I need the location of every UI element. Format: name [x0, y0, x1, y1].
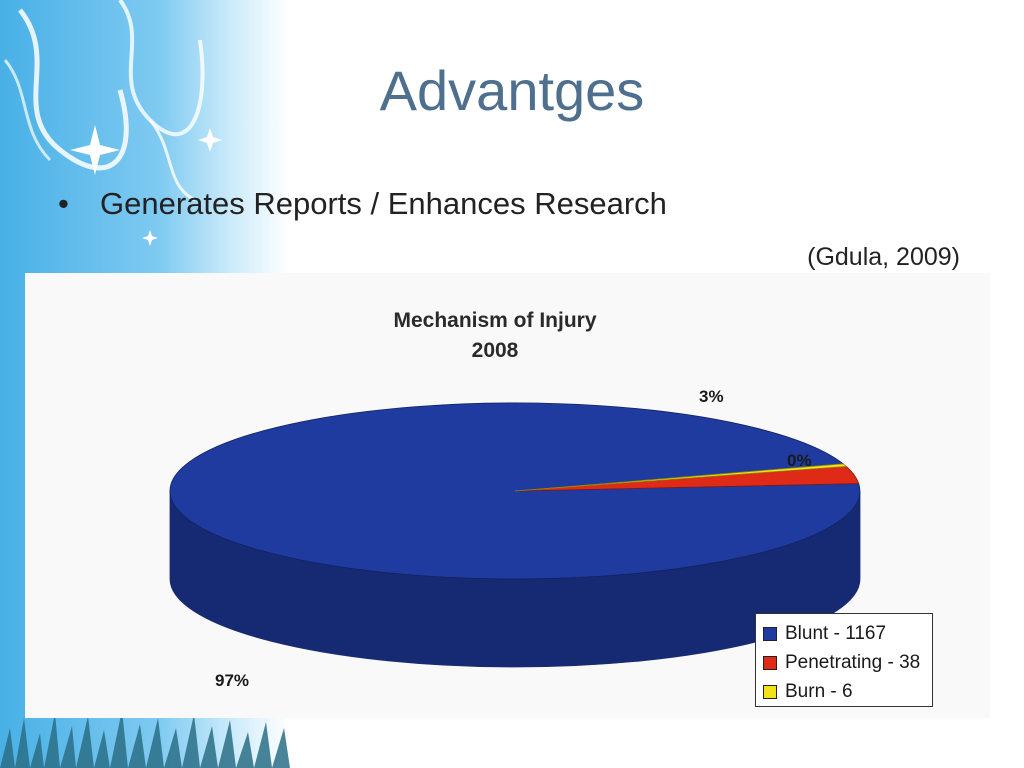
chart-legend: Blunt - 1167 Penetrating - 38 Burn - 6 [755, 613, 933, 707]
pie-chart [169, 402, 861, 668]
legend-label-burn: Burn - 6 [785, 680, 853, 702]
grass-ornament-icon [0, 710, 290, 768]
legend-item-blunt: Blunt - 1167 [763, 619, 932, 648]
legend-item-burn: Burn - 6 [763, 677, 932, 706]
bullet-text: Generates Reports / Enhances Research [100, 186, 667, 221]
pie-label-burn: 0% [787, 451, 812, 470]
legend-label-blunt: Blunt - 1167 [785, 622, 887, 644]
legend-swatch-burn [763, 684, 777, 699]
pie-label-blunt: 97% [215, 671, 250, 690]
swirl-ornament-icon [3, 0, 222, 246]
bullet-marker: • [58, 186, 69, 221]
citation: (Gdula, 2009) [807, 243, 960, 271]
chart-frame: Mechanism of Injury 2008 97% 3% 0% Blunt… [25, 273, 990, 718]
chart-subtitle: 2008 [471, 339, 519, 362]
legend-swatch-blunt [763, 626, 777, 641]
chart-title: Mechanism of Injury [393, 309, 597, 332]
pie-slice-blunt [169, 402, 861, 580]
legend-swatch-penetrating [763, 655, 777, 670]
legend-item-penetrating: Penetrating - 38 [763, 648, 932, 677]
pie-slice-burn [514, 463, 848, 492]
pie-label-penetrating: 3% [699, 387, 724, 406]
slide-title: Advantges [379, 59, 645, 122]
legend-label-penetrating: Penetrating - 38 [785, 651, 921, 673]
bullet-item: • Generates Reports / Enhances Research [58, 186, 667, 222]
